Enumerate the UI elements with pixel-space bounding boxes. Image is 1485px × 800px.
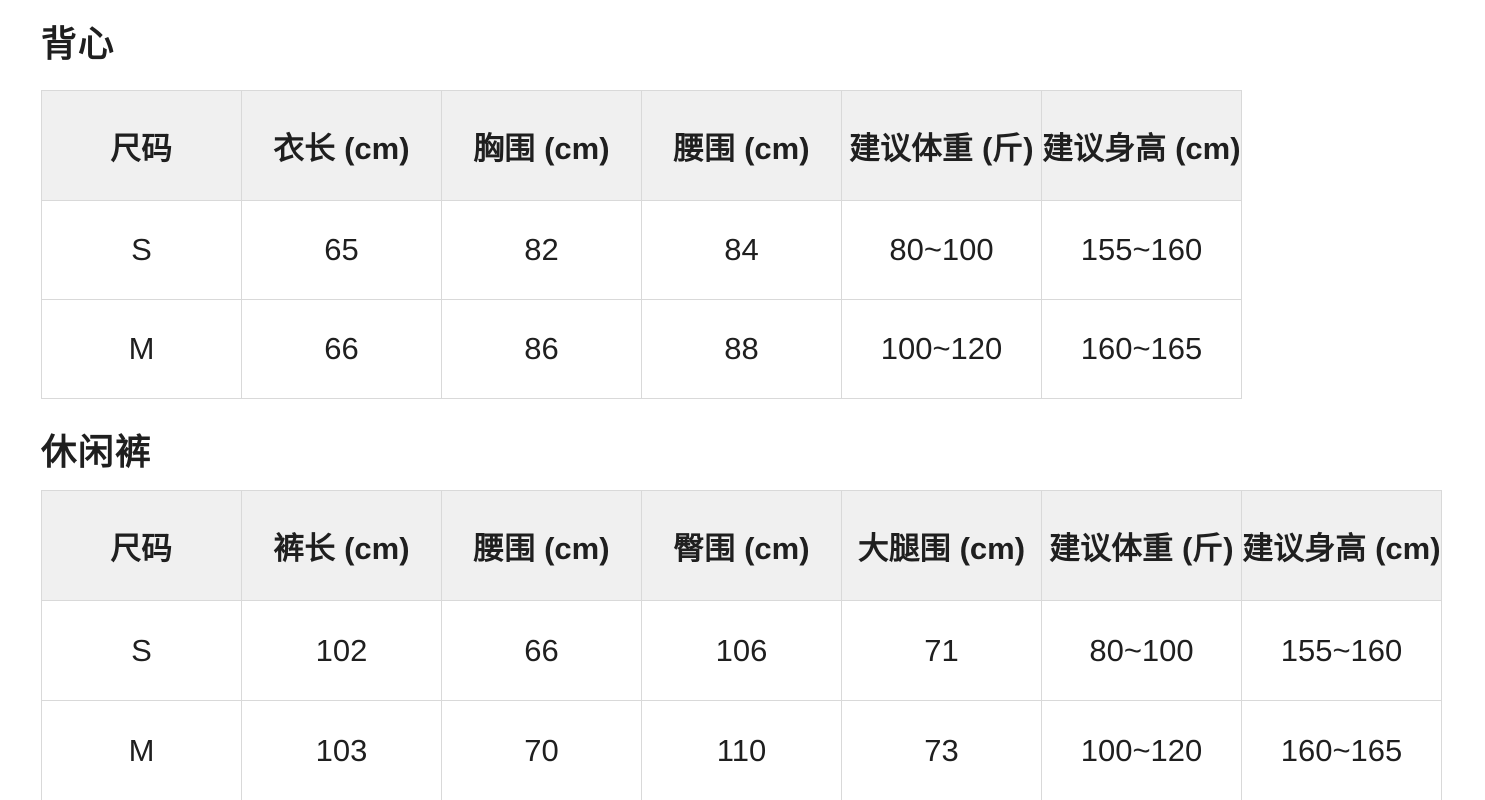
cell-size: M <box>41 700 242 800</box>
column-header-weight: 建议体重 (斤) <box>841 90 1042 201</box>
table-header-row: 尺码 衣长 (cm) 胸围 (cm) 腰围 (cm) 建议体重 (斤) 建议身高… <box>41 90 1242 201</box>
column-header-waist: 腰围 (cm) <box>641 90 842 201</box>
cell-pants-length: 102 <box>241 600 442 701</box>
table-header-row: 尺码 裤长 (cm) 腰围 (cm) 臀围 (cm) 大腿围 (cm) 建议体重… <box>41 490 1442 601</box>
table-row-size-m: M 66 86 88 100~120 160~165 <box>41 299 1242 399</box>
cell-height: 155~160 <box>1241 600 1442 701</box>
cell-chest: 86 <box>441 299 642 399</box>
column-header-size: 尺码 <box>41 490 242 601</box>
section-title-vest: 背心 <box>41 23 116 64</box>
cell-waist: 70 <box>441 700 642 800</box>
column-header-height: 建议身高 (cm) <box>1041 90 1242 201</box>
cell-waist: 66 <box>441 600 642 701</box>
cell-garment-length: 66 <box>241 299 442 399</box>
column-header-size: 尺码 <box>41 90 242 201</box>
cell-hip: 110 <box>641 700 842 800</box>
column-header-pants-length: 裤长 (cm) <box>241 490 442 601</box>
cell-weight: 80~100 <box>841 200 1042 300</box>
column-header-thigh: 大腿围 (cm) <box>841 490 1042 601</box>
table-row-size-s: S 102 66 106 71 80~100 155~160 <box>41 600 1442 701</box>
column-header-chest: 胸围 (cm) <box>441 90 642 201</box>
section-title-pants: 休闲裤 <box>41 431 153 472</box>
cell-chest: 82 <box>441 200 642 300</box>
column-header-waist: 腰围 (cm) <box>441 490 642 601</box>
cell-height: 160~165 <box>1241 700 1442 800</box>
cell-garment-length: 65 <box>241 200 442 300</box>
cell-weight: 100~120 <box>841 299 1042 399</box>
cell-height: 155~160 <box>1041 200 1242 300</box>
table-row-size-s: S 65 82 84 80~100 155~160 <box>41 200 1242 300</box>
cell-size: S <box>41 600 242 701</box>
column-header-height: 建议身高 (cm) <box>1241 490 1442 601</box>
cell-pants-length: 103 <box>241 700 442 800</box>
cell-height: 160~165 <box>1041 299 1242 399</box>
cell-hip: 106 <box>641 600 842 701</box>
cell-weight: 100~120 <box>1041 700 1242 800</box>
table-row-size-m: M 103 70 110 73 100~120 160~165 <box>41 700 1442 800</box>
size-table-vest: 尺码 衣长 (cm) 胸围 (cm) 腰围 (cm) 建议体重 (斤) 建议身高… <box>41 90 1242 399</box>
cell-thigh: 73 <box>841 700 1042 800</box>
cell-weight: 80~100 <box>1041 600 1242 701</box>
column-header-hip: 臀围 (cm) <box>641 490 842 601</box>
cell-size: S <box>41 200 242 300</box>
column-header-garment-length: 衣长 (cm) <box>241 90 442 201</box>
size-table-pants: 尺码 裤长 (cm) 腰围 (cm) 臀围 (cm) 大腿围 (cm) 建议体重… <box>41 490 1442 800</box>
column-header-weight: 建议体重 (斤) <box>1041 490 1242 601</box>
cell-size: M <box>41 299 242 399</box>
cell-waist: 88 <box>641 299 842 399</box>
cell-waist: 84 <box>641 200 842 300</box>
cell-thigh: 71 <box>841 600 1042 701</box>
